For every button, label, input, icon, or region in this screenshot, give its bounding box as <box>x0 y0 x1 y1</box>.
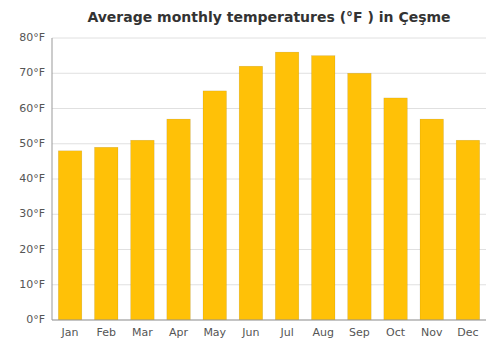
x-tick-label: May <box>203 326 226 339</box>
grid-line <box>52 320 486 321</box>
x-tick-label: Aug <box>313 326 334 339</box>
bar <box>94 147 118 320</box>
y-tick-label: 40°F <box>19 172 45 185</box>
bar <box>131 140 155 320</box>
grid-line <box>52 108 486 109</box>
bar <box>167 119 191 320</box>
bar <box>239 66 263 320</box>
x-tick-label: Apr <box>169 326 189 339</box>
bar <box>58 151 82 320</box>
y-tick-label: 0°F <box>26 313 45 326</box>
grid-line <box>52 38 486 39</box>
grid-line <box>52 73 486 74</box>
page: {"chart_data": {"type": "bar", "title": … <box>0 0 500 350</box>
bar <box>384 98 408 320</box>
x-tick-label: Jan <box>61 326 79 339</box>
bars <box>58 52 479 320</box>
chart-container: 0°F 10°F 20°F 30°F 40°F 50°F 60°F 70°F 80°F Jan Fe… <box>0 0 500 350</box>
y-tick-label: 70°F <box>19 66 45 79</box>
x-axis: Jan Feb Mar Apr May Jun Jul Aug Sep Oct Nov Dec <box>61 326 479 339</box>
title: Average monthly temperatures (°F ) in Çe… <box>87 9 450 25</box>
y-tick-label: 80°F <box>19 31 45 44</box>
y-tick-label: 60°F <box>19 102 45 115</box>
x-tick-label: Mar <box>132 326 153 339</box>
bar <box>275 52 299 320</box>
x-axis-line <box>52 320 486 321</box>
bar <box>420 119 444 320</box>
y-axis-line <box>52 38 53 320</box>
y-tick-label: 20°F <box>19 243 45 256</box>
x-tick-label: Jul <box>279 326 293 339</box>
bar <box>456 140 480 320</box>
y-tick-label: 50°F <box>19 137 45 150</box>
bar <box>348 73 372 320</box>
x-tick-label: Dec <box>457 326 478 339</box>
y-tick-label: 30°F <box>19 207 45 220</box>
grid <box>52 38 486 320</box>
y-tick-label: 10°F <box>19 278 45 291</box>
bar <box>203 91 227 320</box>
x-tick-label: Oct <box>386 326 406 339</box>
x-tick-label: Jun <box>241 326 259 339</box>
y-axis: 0°F 10°F 20°F 30°F 40°F 50°F 60°F 70°F 80°F <box>19 31 45 326</box>
x-tick-label: Feb <box>97 326 116 339</box>
x-tick-label: Nov <box>421 326 443 339</box>
chart-svg: 0°F 10°F 20°F 30°F 40°F 50°F 60°F 70°F 80°F Jan Fe… <box>0 0 500 350</box>
bar <box>311 56 335 320</box>
x-tick-label: Sep <box>349 326 370 339</box>
